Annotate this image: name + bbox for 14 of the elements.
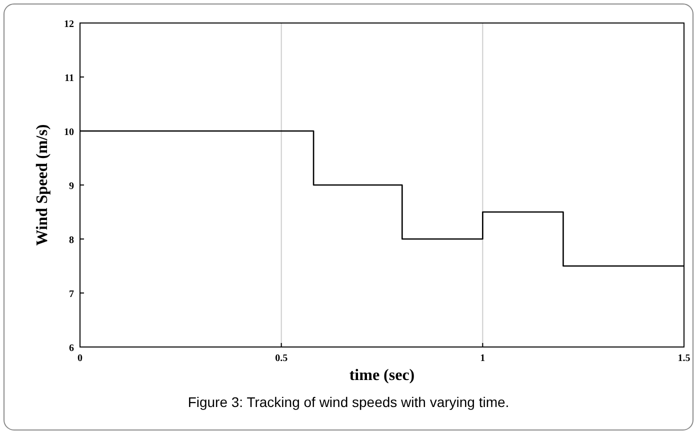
y-tick-label: 12: [64, 19, 74, 30]
y-tick-label: 9: [69, 181, 74, 192]
x-tick-label: 0.5: [275, 353, 288, 364]
caption: Figure 3: Tracking of wind speeds with varying time.: [188, 394, 510, 410]
y-tick-label: 6: [69, 343, 74, 354]
y-axis-title: Wind Speed (m/s): [34, 124, 51, 246]
x-tick-label: 1: [480, 353, 486, 364]
y-tick-label: 8: [69, 235, 74, 246]
y-tick-label: 11: [64, 73, 74, 84]
x-tick-label: 1.5: [678, 353, 690, 364]
y-tick-label: 7: [69, 289, 74, 300]
y-tick-label: 10: [64, 127, 74, 138]
x-axis-title: time (sec): [349, 367, 415, 384]
x-tick-label: 0: [78, 353, 82, 364]
